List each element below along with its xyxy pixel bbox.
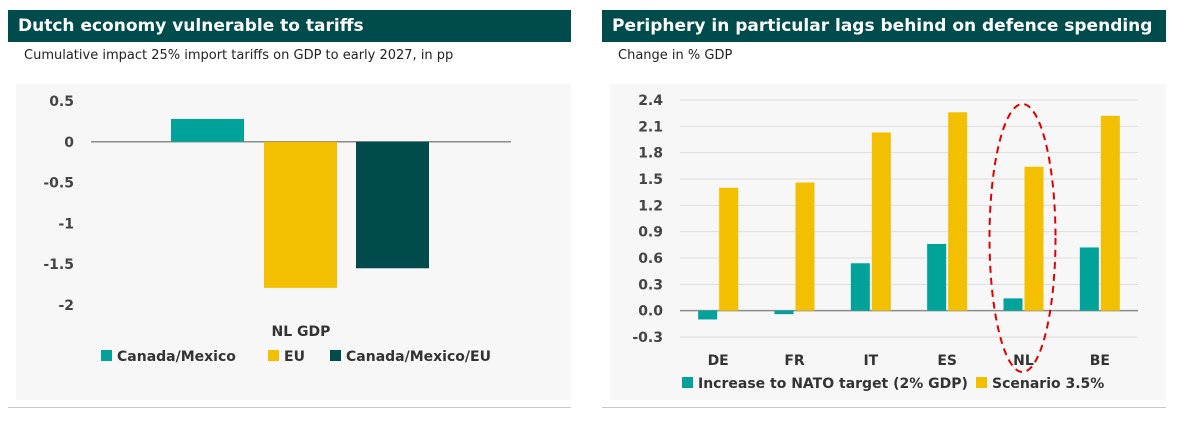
nl-highlight-ellipse	[988, 103, 1057, 373]
bar-canada-mexico	[171, 118, 244, 142]
bar-nl-series-1	[1024, 166, 1044, 311]
legend-swatch	[101, 350, 112, 361]
left-chart-area: 0.5 0 -0.5 -1 -1.5 -2 NL GDP Canada/Mexico EU Can…	[16, 84, 571, 400]
category-label-it: IT	[863, 353, 878, 369]
bar-es-series-1	[948, 112, 968, 311]
category-label: NL GDP	[272, 324, 331, 340]
y-tick-label: 0	[64, 135, 74, 151]
y-tick-label: -2	[58, 298, 74, 314]
right-chart-subtitle: Change in % GDP	[618, 48, 733, 63]
y-tick-label: 1.8	[638, 146, 663, 162]
bar-it-series-0	[850, 263, 870, 311]
category-label-nl: NL	[1013, 353, 1034, 369]
bar-canada-mexico-eu	[356, 141, 429, 269]
y-tick-label: 1.2	[638, 198, 663, 214]
bar-nl-series-0	[1003, 298, 1023, 311]
y-tick-label: 2.4	[638, 93, 663, 109]
y-tick-label: -0.3	[632, 330, 663, 346]
y-tick-label: 0.3	[638, 277, 663, 293]
bar-de-series-0	[698, 310, 718, 320]
y-tick-label: -1	[58, 216, 74, 232]
legend-label: Scenario 3.5%	[992, 376, 1104, 392]
bar-fr-series-1	[795, 182, 815, 311]
left-chart-panel: Dutch economy vulnerable to tariffs Cumu…	[8, 10, 571, 408]
category-label-fr: FR	[784, 353, 805, 369]
left-chart-subtitle: Cumulative impact 25% import tariffs on …	[24, 48, 454, 63]
y-tick-label: 1.5	[638, 172, 663, 188]
bar-be-series-1	[1100, 115, 1120, 311]
right-chart-svg: 2.4 2.1 1.8 1.5 1.2 0.9 0.6 0.3 0.0 -0.3 DE FR IT ES N…	[632, 93, 1138, 392]
bar-be-series-0	[1079, 247, 1099, 311]
y-tick-label: 0.0	[638, 304, 663, 320]
y-tick-label: 0.6	[638, 251, 663, 267]
category-label-es: ES	[937, 353, 957, 369]
category-label-de: DE	[708, 353, 729, 369]
bar-fr-series-0	[774, 310, 794, 315]
legend-label: Increase to NATO target (2% GDP)	[698, 376, 968, 392]
y-tick-label: 0.9	[638, 225, 663, 241]
y-tick-label: -1.5	[43, 257, 74, 273]
legend-swatch	[268, 350, 279, 361]
right-chart-panel: Periphery in particular lags behind on d…	[602, 10, 1166, 408]
legend-label: EU	[284, 349, 305, 365]
y-tick-label: 2.1	[638, 119, 663, 135]
right-chart-area: 2.4 2.1 1.8 1.5 1.2 0.9 0.6 0.3 0.0 -0.3 DE FR IT ES N…	[610, 84, 1166, 400]
legend-swatch	[330, 350, 341, 361]
bar-eu	[264, 141, 337, 288]
right-bottom-rule	[602, 407, 1166, 408]
legend-swatch	[682, 377, 693, 388]
bar-de-series-1	[719, 187, 739, 311]
legend-label: Canada/Mexico	[117, 349, 236, 365]
legend-label: Canada/Mexico/EU	[346, 349, 491, 365]
legend-swatch	[976, 377, 987, 388]
left-bottom-rule	[8, 407, 571, 408]
left-chart-svg: 0.5 0 -0.5 -1 -1.5 -2 NL GDP Canada/Mexico EU Can…	[43, 94, 511, 365]
category-label-be: BE	[1090, 353, 1110, 369]
bar-it-series-1	[871, 132, 891, 311]
y-tick-label: 0.5	[49, 94, 74, 110]
right-chart-title: Periphery in particular lags behind on d…	[602, 10, 1166, 42]
bar-es-series-0	[927, 243, 947, 311]
y-tick-label: -0.5	[43, 176, 74, 192]
left-chart-title: Dutch economy vulnerable to tariffs	[8, 10, 571, 42]
